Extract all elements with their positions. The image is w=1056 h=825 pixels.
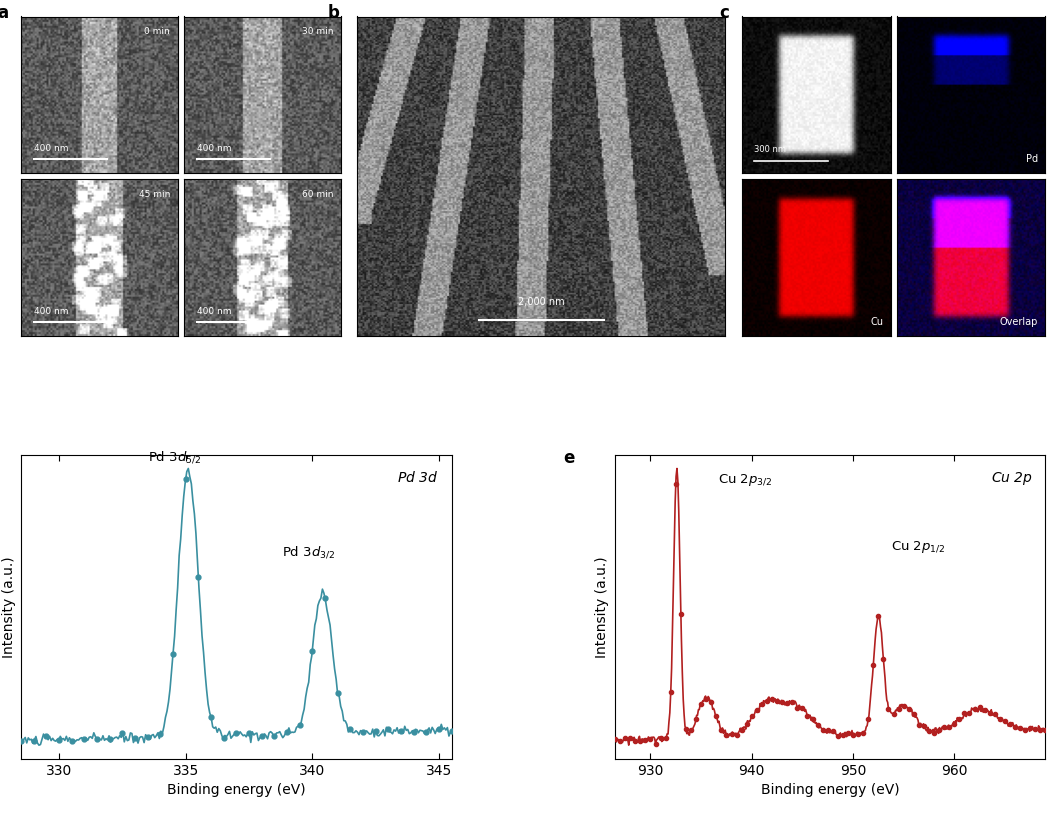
Text: Overlap: Overlap <box>1000 317 1038 327</box>
Text: 60 min: 60 min <box>302 191 333 200</box>
Text: 300 nm: 300 nm <box>754 145 786 154</box>
Text: c: c <box>719 4 730 22</box>
Text: Cu 2$p$: Cu 2$p$ <box>991 470 1033 487</box>
Text: 0 min: 0 min <box>145 27 170 36</box>
Text: Pd 3$d$: Pd 3$d$ <box>397 470 438 485</box>
Text: a: a <box>0 4 8 22</box>
Text: 400 nm: 400 nm <box>196 307 231 316</box>
Text: Pd: Pd <box>1025 153 1038 163</box>
Text: Pd 3$d_{5/2}$: Pd 3$d_{5/2}$ <box>148 450 201 465</box>
Y-axis label: Intensity (a.u.): Intensity (a.u.) <box>596 556 609 658</box>
Text: 400 nm: 400 nm <box>196 144 231 153</box>
Text: Cu: Cu <box>870 317 883 327</box>
Text: 400 nm: 400 nm <box>34 144 69 153</box>
Text: b: b <box>328 4 340 21</box>
Text: 45 min: 45 min <box>138 191 170 200</box>
Text: e: e <box>564 449 574 467</box>
Text: Cu 2$p_{1/2}$: Cu 2$p_{1/2}$ <box>890 540 945 555</box>
Y-axis label: Intensity (a.u.): Intensity (a.u.) <box>1 556 16 658</box>
Text: Pd 3$d_{3/2}$: Pd 3$d_{3/2}$ <box>282 544 335 559</box>
X-axis label: Binding energy (eV): Binding energy (eV) <box>761 784 900 798</box>
Text: 400 nm: 400 nm <box>34 307 69 316</box>
Text: 2,000 nm: 2,000 nm <box>517 297 565 308</box>
X-axis label: Binding energy (eV): Binding energy (eV) <box>167 784 305 798</box>
Text: 30 min: 30 min <box>302 27 333 36</box>
Text: Cu 2$p_{3/2}$: Cu 2$p_{3/2}$ <box>718 473 773 488</box>
